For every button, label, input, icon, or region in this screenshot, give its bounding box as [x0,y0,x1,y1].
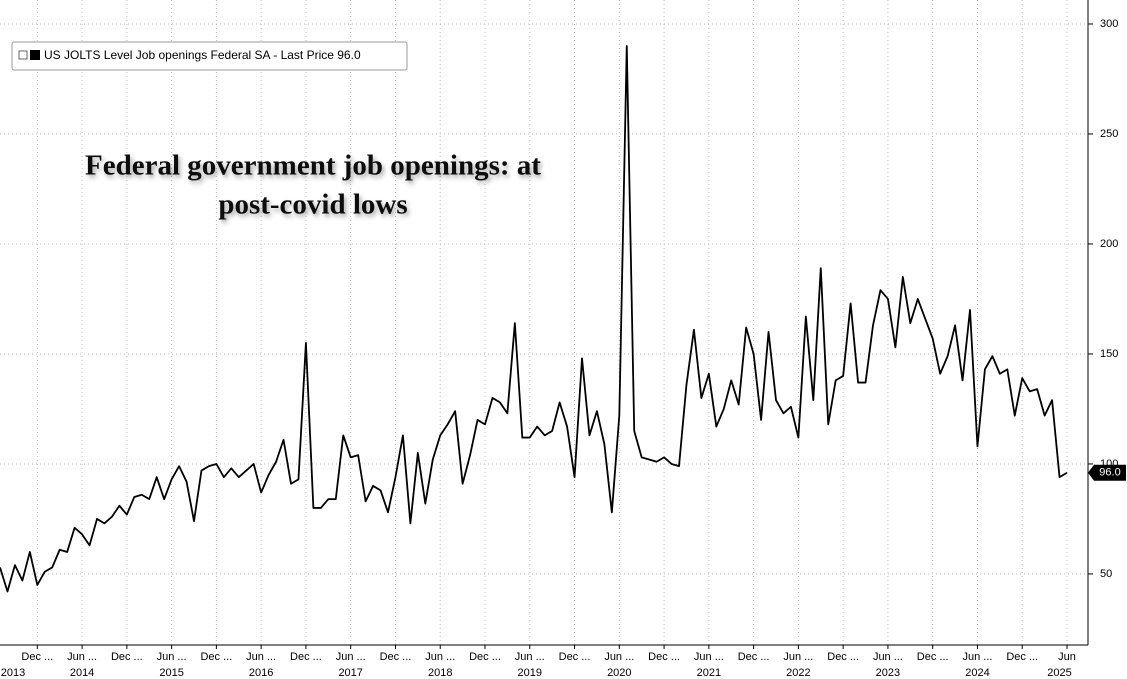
legend-swatch [30,50,40,60]
x-tick-label: Dec ... [200,651,232,663]
x-tick-label: Dec ... [827,651,859,663]
x-tick-label: Jun ... [873,651,903,663]
y-tick-label: 50 [1100,568,1112,580]
x-tick-label: Jun ... [694,651,724,663]
x-tick-label: Jun ... [246,651,276,663]
x-tick-label: Dec ... [380,651,412,663]
x-year-label: 2018 [428,667,452,679]
x-year-label: 2024 [965,667,989,679]
annotation: Federal government job openings: at [85,150,541,182]
y-tick-label: 150 [1100,348,1118,360]
legend-toggle[interactable] [18,50,28,60]
x-tick-label: Jun ... [962,651,992,663]
x-year-label: 2017 [338,667,362,679]
line-series [0,45,1068,593]
x-year-label: 2013 [1,667,25,679]
x-tick-label: Dec ... [559,651,591,663]
x-tick-label: Dec ... [469,651,501,663]
x-year-label: 2022 [786,667,810,679]
x-tick-label: Jun ... [157,651,187,663]
x-tick-label: Dec ... [290,651,322,663]
x-year-label: 2023 [876,667,900,679]
x-tick-label: Jun ... [425,651,455,663]
last-price-box [1088,464,1126,481]
x-year-label: 2020 [607,667,631,679]
legend-label: US JOLTS Level Job openings Federal SA -… [44,48,361,62]
x-year-label: 2016 [249,667,273,679]
grid [0,0,1088,645]
x-year-label: 2014 [70,667,94,679]
x-tick-label: Jun ... [604,651,634,663]
y-tick-label: 200 [1100,238,1118,250]
x-tick-label: Dec ... [111,651,143,663]
x-year-label: 2021 [697,667,721,679]
x-tick-label: Jun [1058,651,1076,663]
y-tick-label: 250 [1100,128,1118,140]
legend-box [11,41,408,71]
x-tick-label: Dec ... [738,651,770,663]
x-tick-label: Dec ... [648,651,680,663]
x-tick-label: Jun ... [67,651,97,663]
last-price-label: 96.0 [1099,467,1120,479]
x-tick-label: Jun ... [336,651,366,663]
x-tick-label: Dec ... [21,651,53,663]
x-tick-label: Dec ... [917,651,949,663]
x-year-label: 2019 [518,667,542,679]
x-year-label: 2025 [1047,667,1071,679]
x-tick-label: Jun ... [783,651,813,663]
x-tick-label: Jun ... [515,651,545,663]
y-tick-label: 300 [1100,18,1118,30]
plot [0,45,1068,593]
x-tick-label: Dec ... [1006,651,1038,663]
annotation: post-covid lows [218,189,407,221]
x-year-label: 2015 [159,667,183,679]
